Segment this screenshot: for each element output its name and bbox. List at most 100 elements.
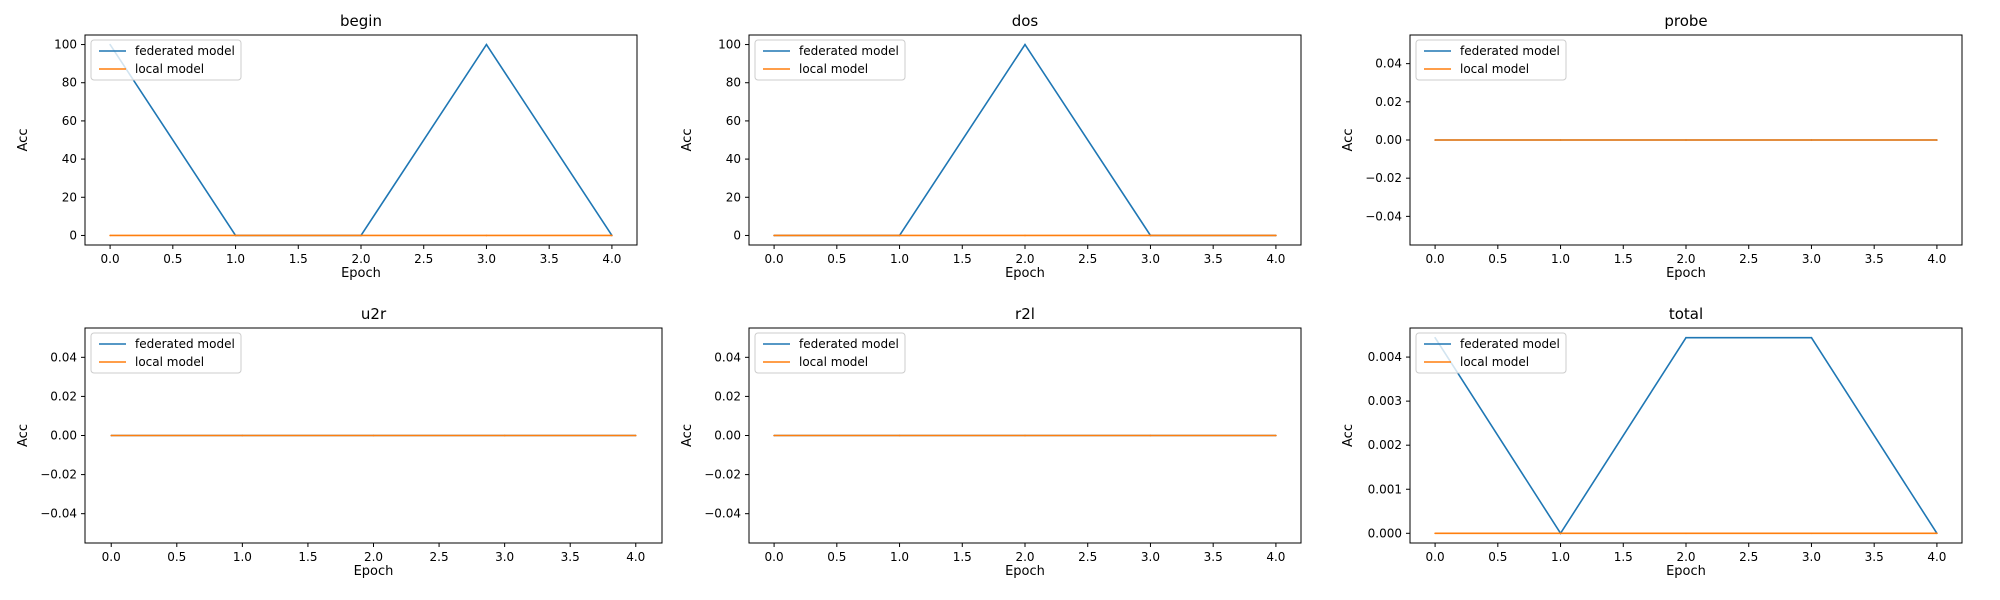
y-tick-label: 0.000 — [1368, 526, 1402, 540]
data-point — [1434, 532, 1436, 535]
legend-label: federated model — [135, 337, 235, 351]
y-tick-label: −0.02 — [1365, 171, 1402, 185]
data-point — [611, 234, 613, 237]
x-tick-label: 3.0 — [1141, 550, 1160, 564]
y-tick-label: −0.04 — [704, 507, 741, 521]
subplot-title: begin — [340, 12, 382, 30]
x-tick-label: 1.5 — [1614, 550, 1633, 564]
legend-label: federated model — [799, 44, 899, 58]
data-point — [1685, 336, 1687, 339]
x-tick-label: 3.5 — [1204, 550, 1223, 564]
y-tick-label: 80 — [726, 76, 741, 90]
data-point — [485, 43, 488, 46]
y-tick-label: 0.04 — [714, 350, 741, 364]
y-tick-label: 100 — [54, 38, 77, 52]
data-point — [485, 234, 488, 237]
y-tick-label: 0.04 — [1375, 57, 1402, 71]
subplot-title: u2r — [361, 305, 387, 323]
y-tick-label: 20 — [62, 190, 77, 204]
legend-label: federated model — [799, 337, 899, 351]
y-tick-label: 0.001 — [1368, 482, 1402, 496]
data-point — [1685, 139, 1687, 141]
data-point — [1024, 234, 1026, 237]
x-axis-label: Epoch — [1005, 564, 1045, 579]
y-tick-label: −0.02 — [40, 468, 77, 482]
y-tick-label: 0.00 — [50, 429, 77, 443]
x-tick-label: 3.5 — [1865, 252, 1884, 266]
subplot-title: dos — [1012, 12, 1039, 30]
y-axis-label: Acc — [680, 424, 695, 447]
data-point — [241, 434, 244, 437]
x-tick-label: 2.5 — [430, 550, 449, 564]
data-point — [1149, 234, 1152, 237]
data-point — [1810, 139, 1813, 141]
subplot-3: u2r 0.0 0.5 1.0 1.5 2.0 2.5 3.0 3.5 4.0 −0.04 −0.02… — [16, 305, 663, 579]
x-tick-label: 2.0 — [1015, 252, 1034, 266]
x-axis-label: Epoch — [1666, 266, 1706, 281]
x-tick-label: 2.0 — [351, 252, 370, 266]
data-point — [773, 234, 775, 237]
y-axis-label: Acc — [680, 129, 695, 152]
x-tick-label: 1.0 — [890, 550, 909, 564]
y-tick-label: 40 — [62, 152, 77, 166]
x-tick-label: 4.0 — [1927, 550, 1946, 564]
x-tick-label: 1.0 — [890, 252, 909, 266]
x-tick-label: 1.5 — [953, 550, 972, 564]
x-axis-label: Epoch — [341, 266, 381, 281]
x-tick-label: 3.5 — [561, 550, 580, 564]
data-point — [1149, 434, 1152, 437]
legend-label: local model — [799, 62, 868, 76]
subplot-4: r2l 0.0 0.5 1.0 1.5 2.0 2.5 3.0 3.5 4.0 −0.04 −0.02… — [680, 305, 1302, 579]
y-tick-label: 0.02 — [1375, 95, 1402, 109]
legend: federated model local model — [754, 332, 906, 374]
data-point — [234, 234, 237, 237]
y-tick-label: −0.02 — [704, 468, 741, 482]
x-tick-label: 1.5 — [298, 550, 317, 564]
y-tick-label: −0.04 — [1365, 209, 1402, 223]
data-point — [1936, 139, 1938, 141]
data-point — [1024, 43, 1026, 46]
y-tick-label: 60 — [726, 114, 741, 128]
y-axis-label: Acc — [1341, 424, 1356, 447]
x-tick-label: 0.5 — [1488, 550, 1507, 564]
x-tick-label: 3.0 — [1802, 550, 1821, 564]
subplot-title: r2l — [1015, 305, 1035, 323]
data-point — [898, 234, 901, 237]
data-point — [1559, 139, 1562, 141]
legend-box — [90, 332, 242, 374]
y-tick-label: 0 — [733, 228, 741, 242]
y-tick-label: 0.002 — [1368, 438, 1402, 452]
x-tick-label: 2.0 — [1676, 550, 1695, 564]
y-tick-label: 0.004 — [1368, 350, 1402, 364]
legend-label: federated model — [135, 44, 235, 58]
legend-box — [754, 332, 906, 374]
x-tick-label: 1.0 — [233, 550, 252, 564]
x-tick-label: 0.0 — [765, 252, 784, 266]
x-tick-label: 2.0 — [364, 550, 383, 564]
legend: federated model local model — [90, 39, 242, 81]
legend: federated model local model — [1415, 332, 1567, 374]
legend-label: local model — [135, 355, 204, 369]
x-tick-label: 2.5 — [1078, 550, 1097, 564]
x-tick-label: 1.0 — [1551, 550, 1570, 564]
y-tick-label: 80 — [62, 76, 77, 90]
y-axis-label: Acc — [16, 129, 31, 152]
data-point — [773, 434, 775, 437]
x-tick-label: 3.0 — [495, 550, 514, 564]
legend: federated model local model — [754, 39, 906, 81]
x-tick-label: 0.5 — [167, 550, 186, 564]
x-tick-label: 3.5 — [1865, 550, 1884, 564]
legend: federated model local model — [1415, 39, 1567, 81]
x-tick-label: 1.5 — [289, 252, 308, 266]
data-point — [360, 234, 362, 237]
y-tick-label: 0.003 — [1368, 394, 1402, 408]
data-point — [1936, 532, 1938, 535]
x-tick-label: 2.0 — [1676, 252, 1695, 266]
x-tick-label: 1.0 — [226, 252, 245, 266]
legend-label: federated model — [1460, 337, 1560, 351]
x-tick-label: 2.0 — [1015, 550, 1034, 564]
data-point — [898, 434, 901, 437]
subplot-0: begin 0.0 0.5 1.0 1.5 2.0 2.5 3.0 3.5 4.0 0 20 40 60 8… — [16, 12, 638, 281]
legend: federated model local model — [90, 332, 242, 374]
